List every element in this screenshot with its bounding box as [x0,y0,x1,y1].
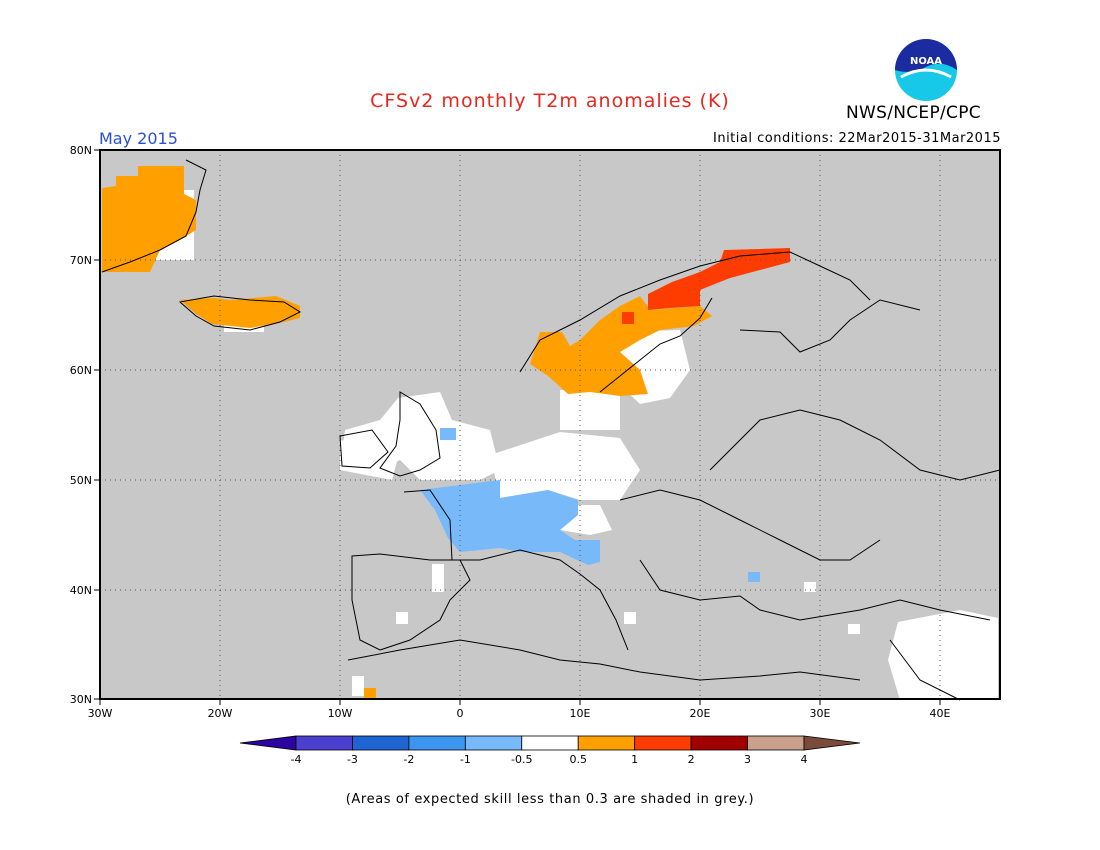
legend-swatch [634,735,692,751]
lat-label-30n: 30N [70,693,92,706]
legend-label: 1 [631,753,638,766]
lat-label-80n: 80N [70,144,92,157]
scattered-cells [352,564,860,696]
lat-label-70n: 70N [70,254,92,267]
legend-label: 2 [688,753,695,766]
region-southern-norway-sweden [364,296,712,698]
noaa-logo-icon: NOAA [895,39,957,101]
lon-label-30e: 30E [810,707,831,720]
org-label: NWS/NCEP/CPC [846,103,981,123]
svg-text:NOAA: NOAA [910,56,942,67]
map-frame [99,149,1001,700]
coastlines [101,159,1001,701]
initial-conditions: Initial conditions: 22Mar2015-31Mar2015 [713,131,1001,146]
legend-swatch [352,735,410,751]
legend-swatch [747,735,805,751]
lat-label-60n: 60N [70,364,92,377]
lon-label-20w: 20W [208,707,233,720]
region-northern-scandinavia [622,248,790,324]
region-france [420,428,760,582]
map-title: CFSv2 monthly T2m anomalies (K) [370,90,730,112]
legend-label: -0.5 [511,753,532,766]
legend-label: 4 [801,753,808,766]
lat-label-50n: 50N [70,474,92,487]
legend-swatch [577,735,636,751]
forecast-month: May 2015 [99,129,178,148]
lon-label-20e: 20E [690,707,711,720]
lat-labels: 80N 70N 60N 50N 40N 30N [70,144,92,706]
lat-label-40n: 40N [70,584,92,597]
lon-label-0: 0 [457,707,464,720]
color-legend: -4 -3 -2 -1 -0.5 0.5 1 2 3 4 [239,735,861,766]
legend-swatch [408,735,466,751]
legend-label: 3 [744,753,751,766]
legend-swatch [239,735,297,751]
skill-footnote: (Areas of expected skill less than 0.3 a… [345,792,755,807]
legend-swatch [690,735,748,751]
legend-swatch [521,735,579,751]
lon-label-10e: 10E [570,707,591,720]
legend-label: -3 [347,753,358,766]
lon-label-40e: 40E [930,707,951,720]
legend-swatch [803,735,861,751]
region-iceland [180,296,300,328]
lon-labels: 30W 20W 10W 0 10E 20E 30E 40E [88,707,951,720]
legend-label: 0.5 [569,753,587,766]
region-east-greenland [102,166,196,272]
legend-label: -2 [403,753,414,766]
axis-ticks [94,149,941,705]
graticule [100,150,1000,699]
skill-mask-area [100,150,1000,699]
legend-label: -4 [291,753,302,766]
lon-label-10w: 10W [328,707,353,720]
legend-swatch [464,735,523,751]
legend-swatch [295,735,353,751]
legend-label: -1 [460,753,471,766]
lon-label-30w: 30W [88,707,113,720]
